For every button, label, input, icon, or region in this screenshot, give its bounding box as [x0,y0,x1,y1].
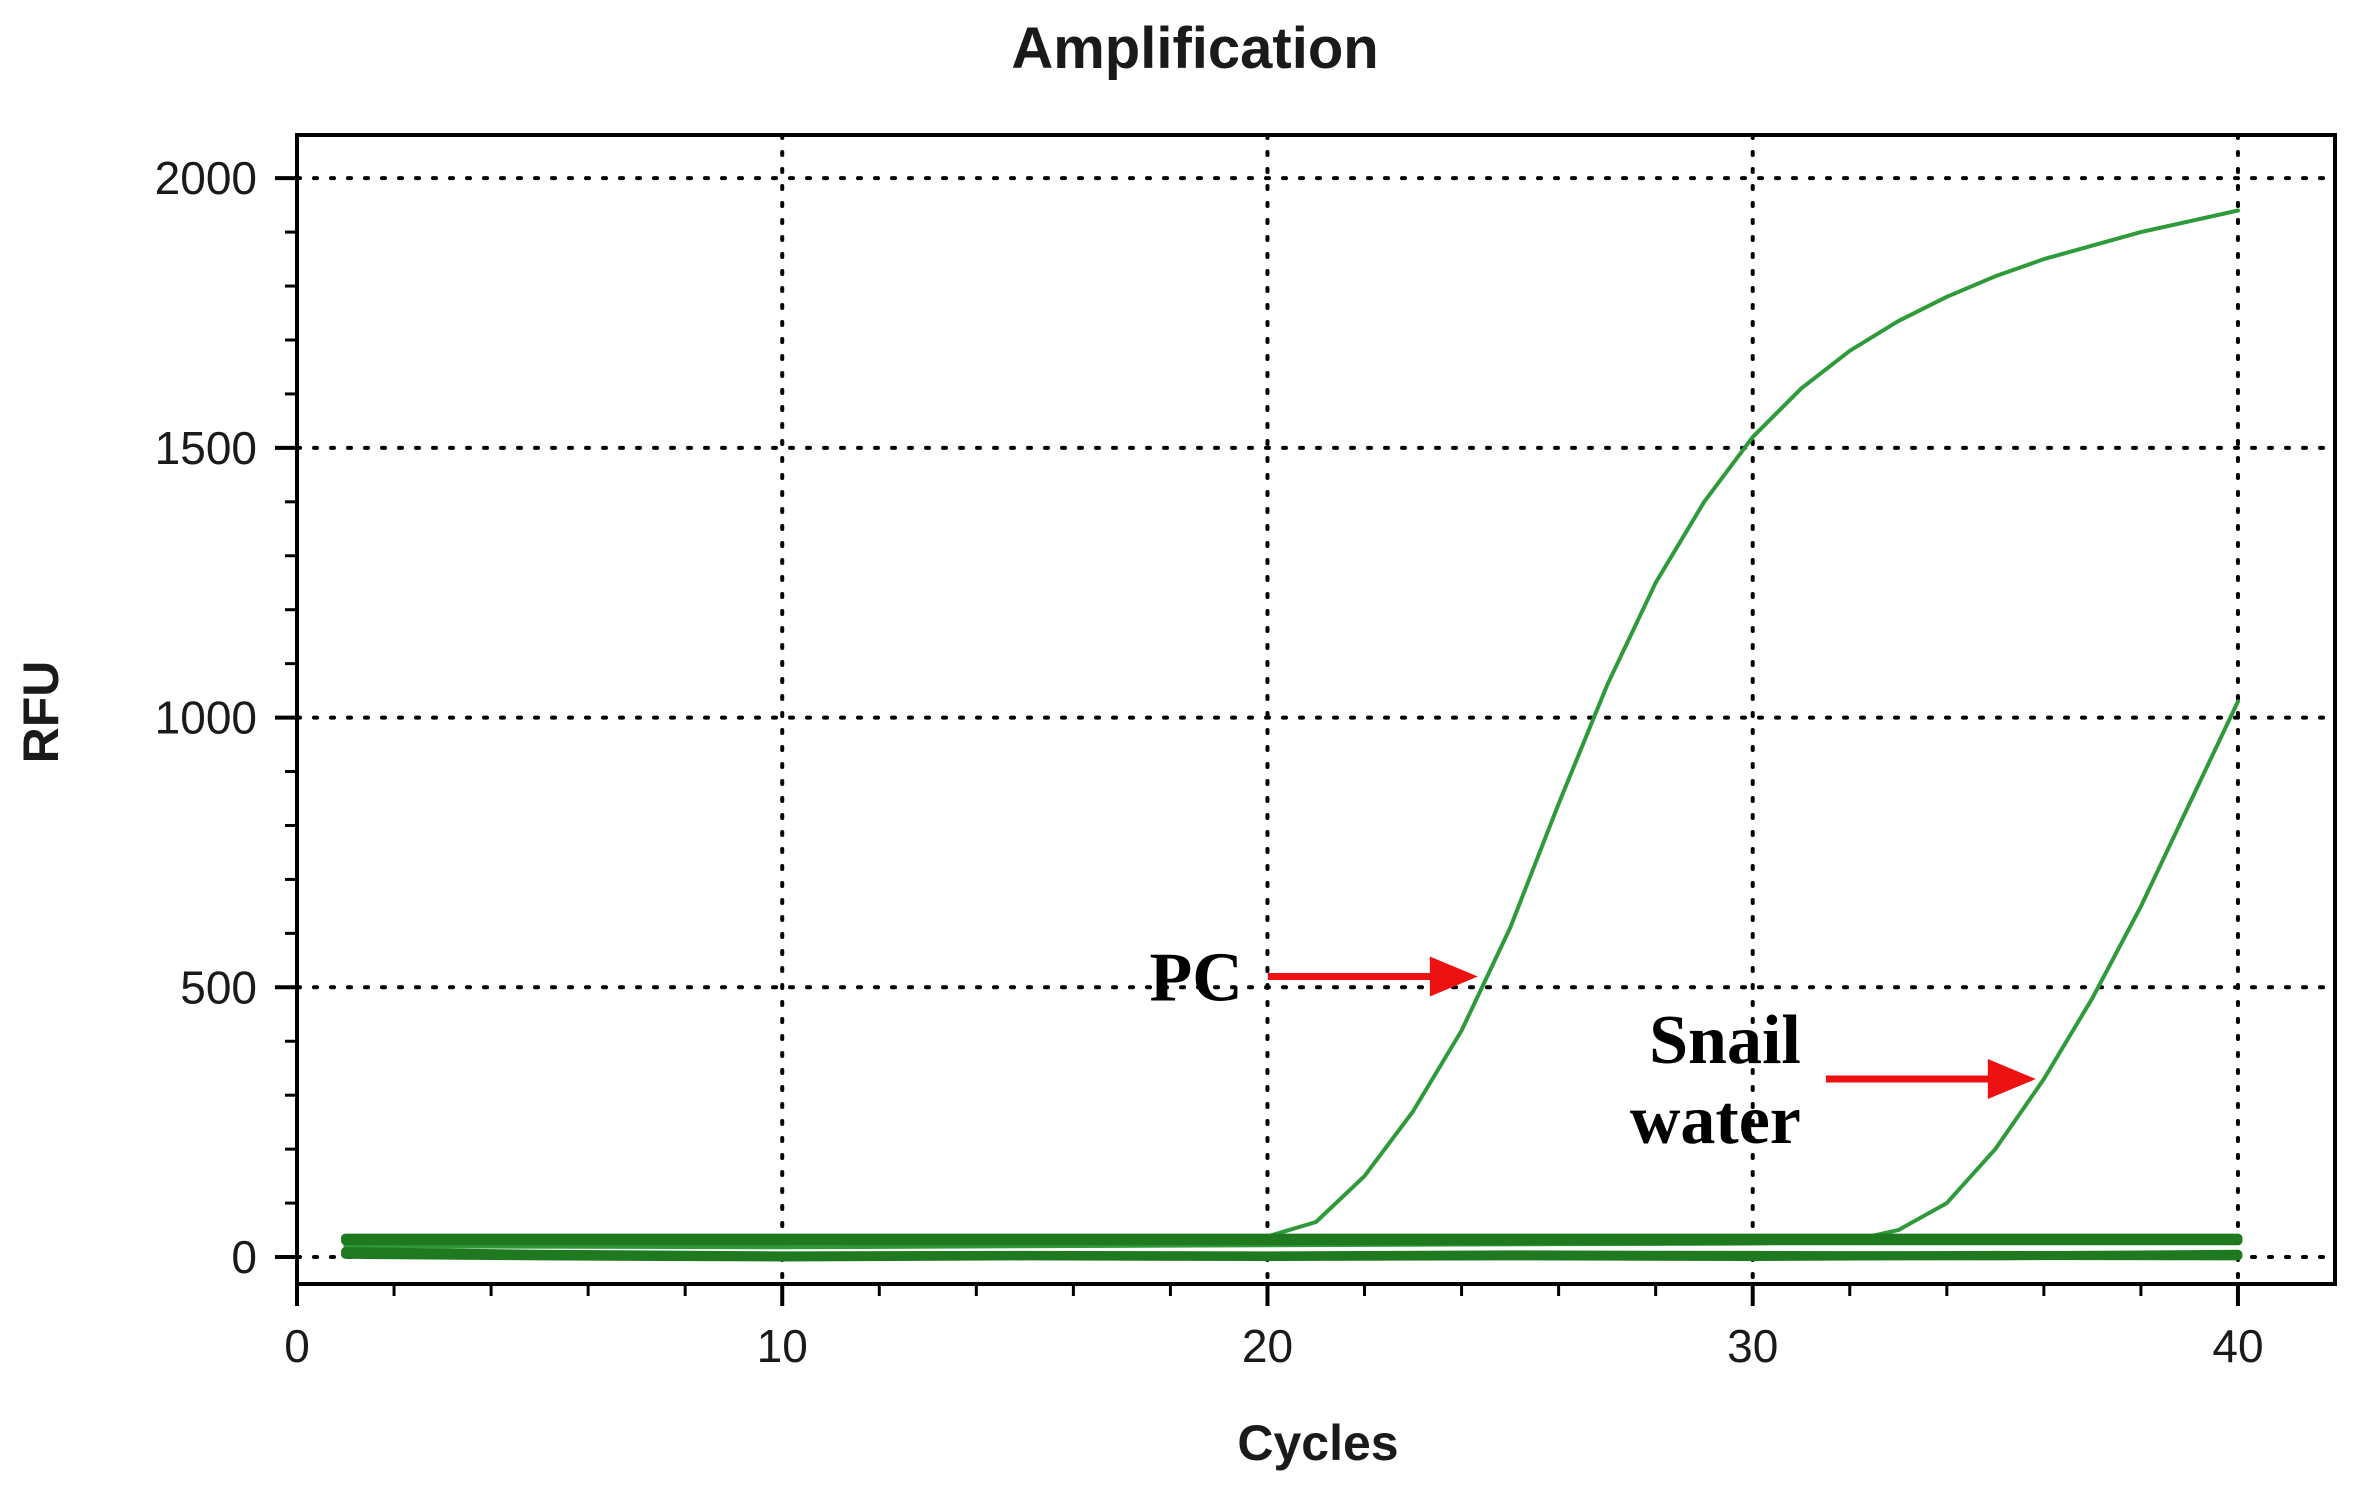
x-tick-label: 30 [1727,1320,1778,1372]
axis-ticks: 0 10 20 30 40 0 500 1000 1500 2000 [155,152,2264,1372]
plot-frame [295,133,2337,1286]
x-tick-label: 20 [1242,1320,1293,1372]
y-tick-label: 2000 [155,152,257,204]
x-axis-label: Cycles [1237,1415,1398,1471]
series-line-6 [341,1249,2243,1262]
x-tick-label: 0 [284,1320,310,1372]
annotation-label-2: Snail [1649,1002,1801,1079]
y-tick-label: 1000 [155,692,257,744]
annotation-label-1: PC [1150,940,1243,1017]
annotation-label-2: water [1630,1082,1801,1159]
chart-title: Amplification [1011,16,1378,81]
x-tick-label: 10 [757,1320,808,1372]
annotation-arrowhead-2 [1987,1059,2036,1100]
series-group [341,208,2243,1262]
y-axis-label: RFU [13,661,69,764]
y-tick-label: 0 [231,1231,257,1283]
plot-area [295,133,2337,1286]
x-tick-label: 40 [2212,1320,2263,1372]
y-tick-label: 500 [180,961,257,1013]
annotation-arrowhead-1 [1429,956,1478,997]
y-tick-label: 1500 [155,422,257,474]
